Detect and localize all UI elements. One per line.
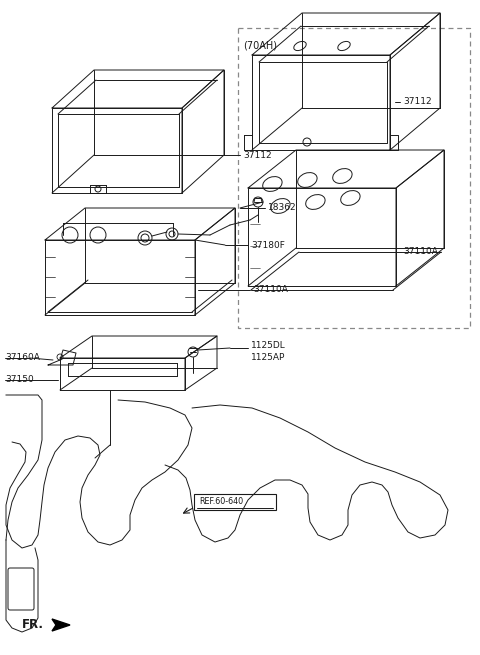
- Text: 37112: 37112: [243, 151, 272, 160]
- Ellipse shape: [271, 198, 290, 214]
- FancyBboxPatch shape: [194, 494, 276, 510]
- Bar: [238, 28, 470, 328]
- Ellipse shape: [294, 41, 306, 50]
- Text: 37150: 37150: [5, 375, 34, 384]
- Text: 1125AP: 1125AP: [251, 352, 286, 362]
- Ellipse shape: [341, 191, 360, 206]
- Ellipse shape: [298, 172, 317, 187]
- Text: 37180F: 37180F: [251, 240, 285, 250]
- Ellipse shape: [333, 168, 352, 183]
- Text: FR.: FR.: [22, 618, 44, 631]
- Text: 37110A: 37110A: [253, 286, 288, 295]
- Text: (70AH): (70AH): [243, 41, 277, 51]
- Text: 1125DL: 1125DL: [251, 341, 286, 350]
- Text: 37112: 37112: [403, 98, 432, 107]
- Text: 37160A: 37160A: [5, 354, 40, 362]
- FancyBboxPatch shape: [8, 568, 34, 610]
- Ellipse shape: [306, 195, 325, 210]
- Text: 18362: 18362: [268, 204, 297, 212]
- Polygon shape: [52, 619, 70, 631]
- Ellipse shape: [338, 41, 350, 50]
- Text: 37110A: 37110A: [403, 248, 438, 257]
- Ellipse shape: [263, 177, 282, 191]
- Text: REF.60-640: REF.60-640: [199, 498, 243, 506]
